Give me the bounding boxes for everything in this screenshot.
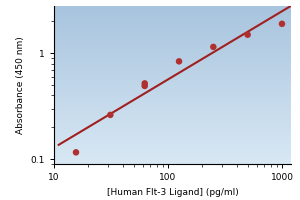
X-axis label: [Human Flt-3 Ligand] (pg/ml): [Human Flt-3 Ligand] (pg/ml)	[106, 188, 239, 197]
Point	[245, 33, 250, 36]
Point	[142, 84, 147, 88]
Point	[74, 151, 78, 154]
Point	[280, 22, 284, 25]
Point	[108, 113, 113, 116]
Point	[177, 60, 182, 63]
Point	[142, 82, 147, 85]
Point	[211, 45, 216, 49]
Y-axis label: Absorbance (450 nm): Absorbance (450 nm)	[16, 36, 25, 134]
